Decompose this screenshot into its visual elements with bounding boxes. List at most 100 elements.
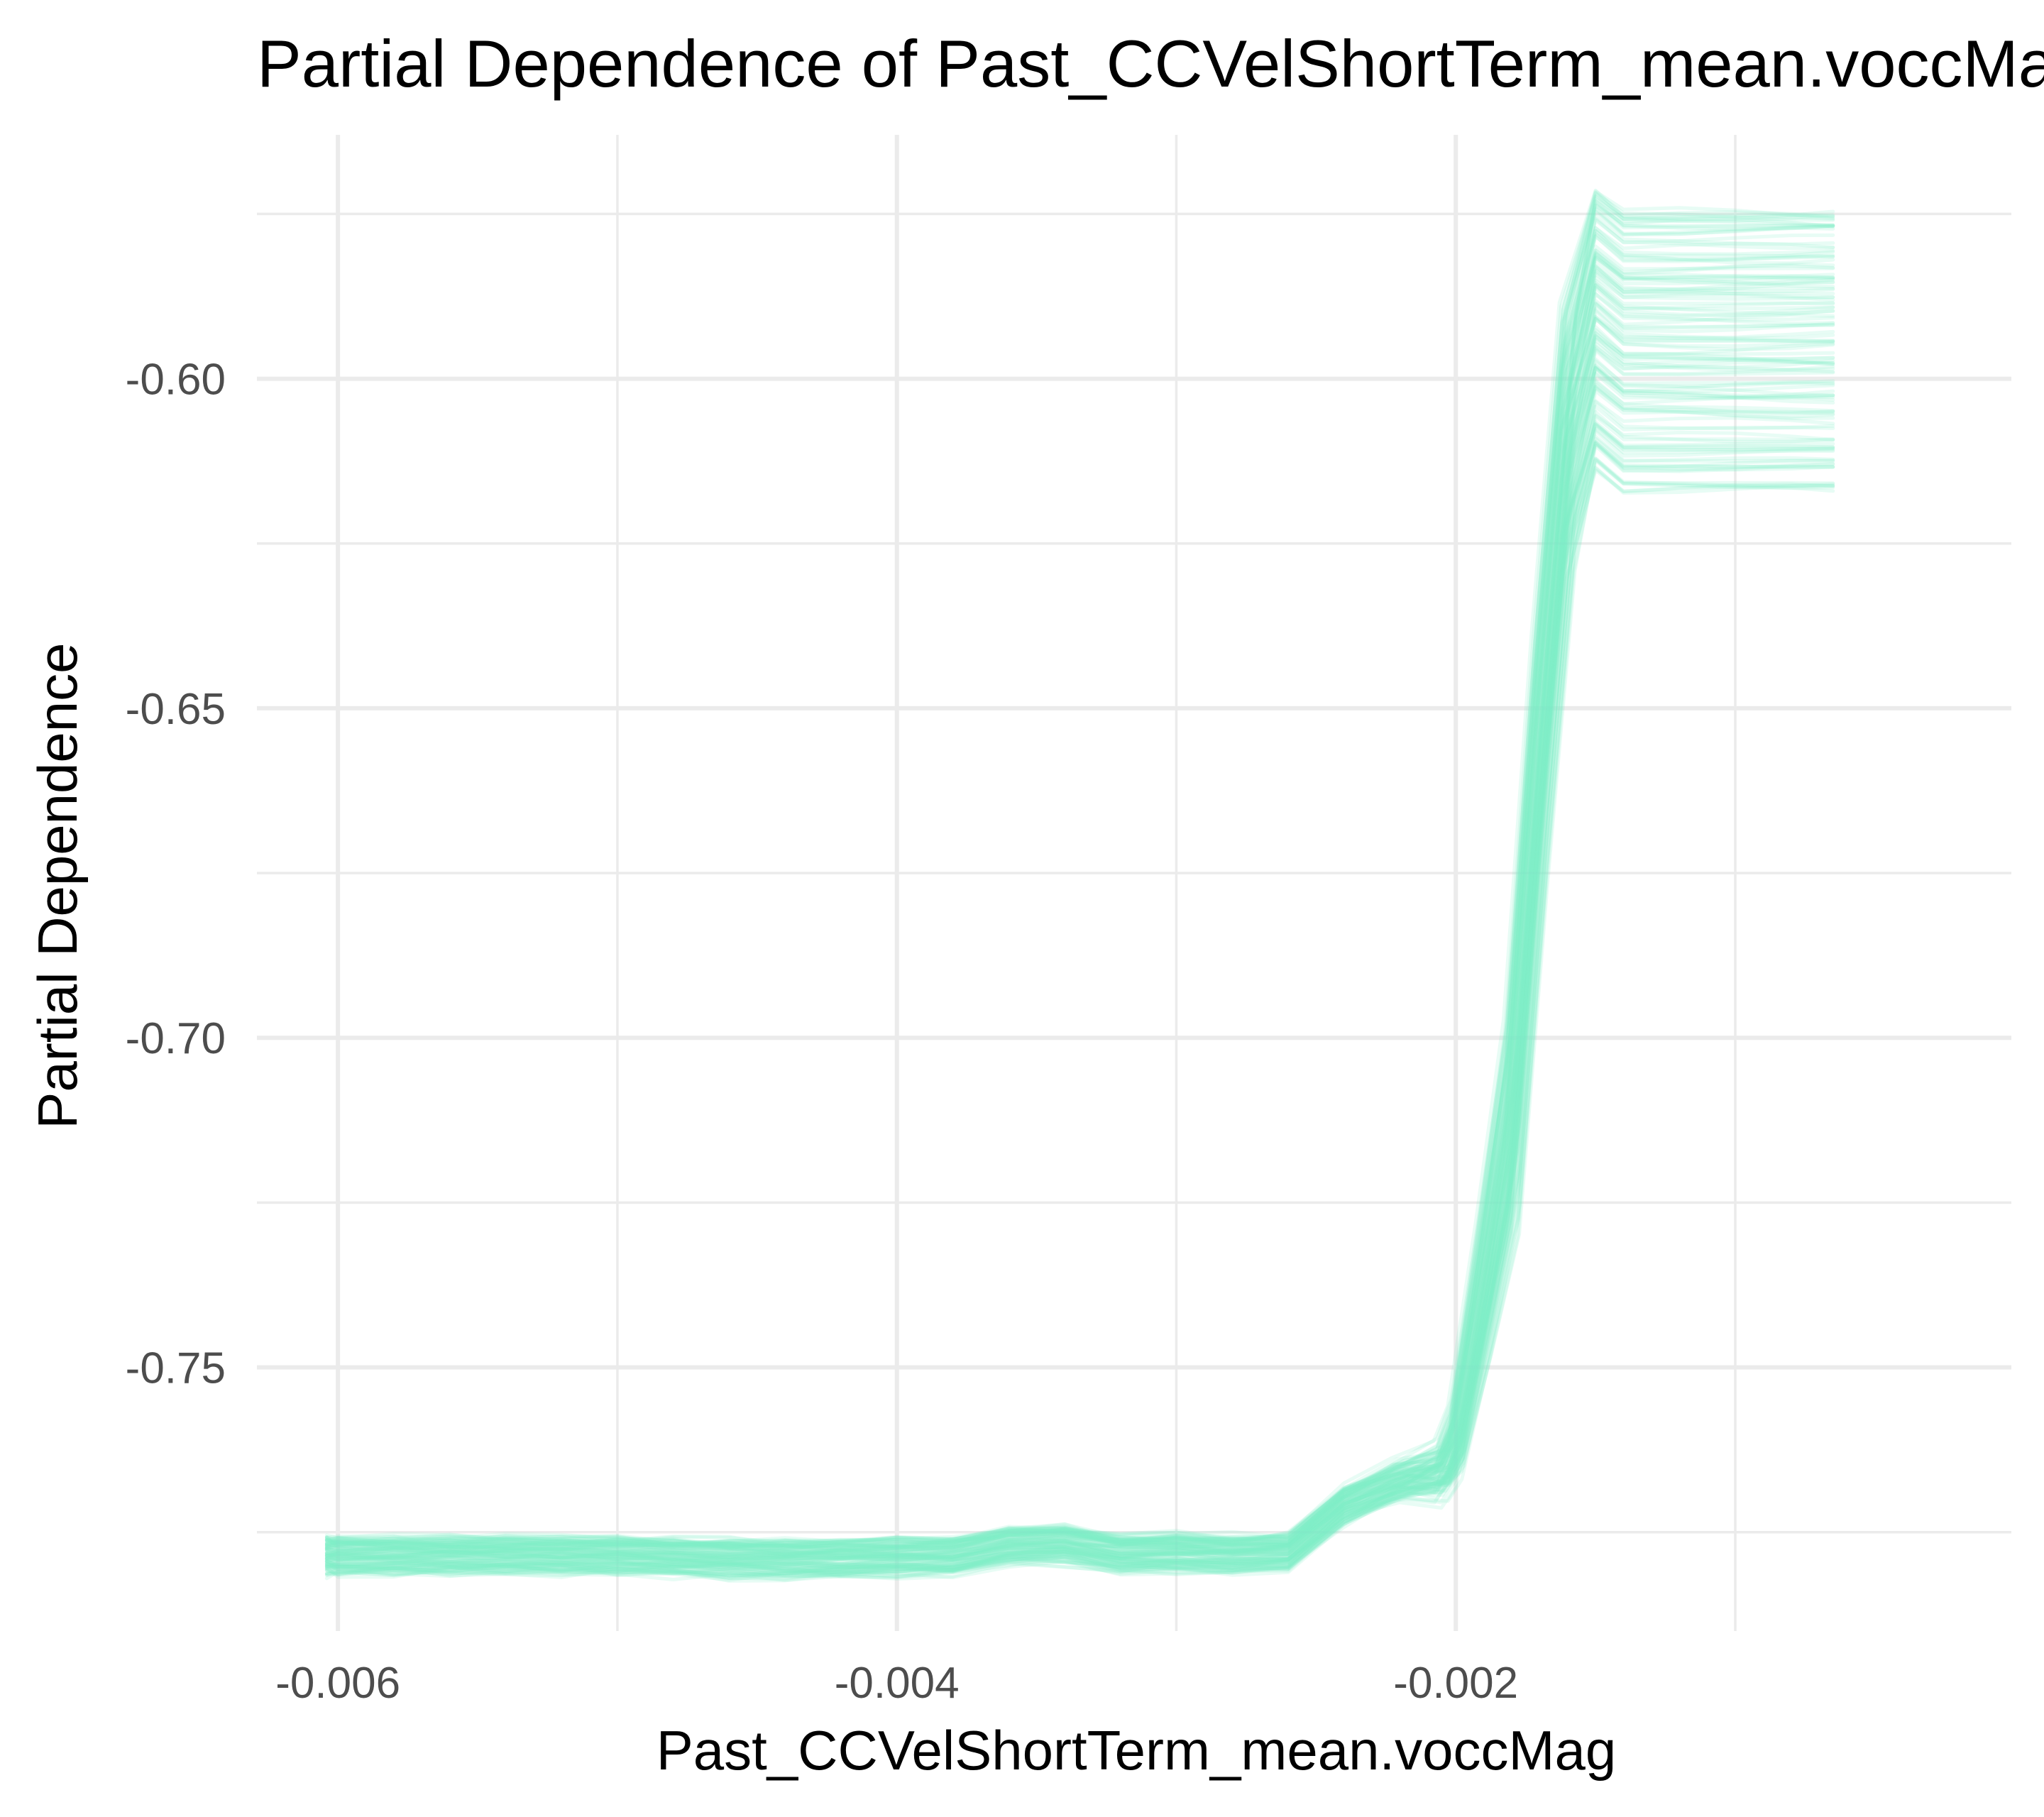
ice-curve-line [324, 441, 1835, 1577]
ice-curve-line [324, 218, 1835, 1574]
ice-curve-line [324, 458, 1835, 1549]
ice-curve-line [324, 299, 1835, 1552]
ice-curve-line [324, 334, 1835, 1578]
y-tick-label: -0.75 [126, 1344, 226, 1393]
ice-curve-line [324, 248, 1835, 1551]
ice-curve-line [324, 197, 1835, 1571]
x-tick-label: -0.002 [1393, 1659, 1518, 1708]
ice-curve-line [324, 210, 1835, 1548]
ice-curve-line [324, 314, 1835, 1575]
ice-curve-line [324, 264, 1835, 1560]
y-tick-label: -0.70 [126, 1014, 226, 1063]
ice-curve-line [324, 256, 1835, 1558]
ice-curve-line [324, 302, 1835, 1557]
ice-curve-line [324, 348, 1835, 1559]
ice-curve-line [324, 317, 1835, 1580]
ice-curve-line [324, 383, 1835, 1551]
ice-curve-line [324, 284, 1835, 1578]
ice-curve-line [324, 301, 1835, 1561]
ice-curve-line [324, 405, 1835, 1564]
y-tick-label: -0.65 [126, 685, 226, 734]
ice-curve-line [324, 466, 1835, 1575]
ice-curve-line [324, 331, 1835, 1551]
ice-curve-line [324, 262, 1835, 1579]
ice-curve-line [324, 385, 1835, 1549]
ice-curve-line [324, 257, 1835, 1566]
ice-curve-line [324, 194, 1835, 1552]
ice-curve-line [324, 427, 1835, 1552]
ice-curve-line [324, 366, 1835, 1550]
ice-curve-line [324, 366, 1835, 1552]
ice-curve-line [324, 365, 1835, 1567]
ice-curve-line [324, 459, 1835, 1554]
ice-curve-line [324, 371, 1835, 1555]
ice-curve-line [324, 346, 1835, 1554]
ice-curve-line [324, 359, 1835, 1554]
ice-curve-line [324, 444, 1835, 1575]
ice-curve-line [324, 226, 1835, 1576]
ice-curve-line [324, 214, 1835, 1576]
ice-curve-line [324, 424, 1835, 1559]
ice-curve-line [324, 420, 1835, 1571]
ice-curve-line [324, 282, 1835, 1561]
ice-curve-line [324, 309, 1835, 1576]
ice-curve-line [324, 386, 1835, 1549]
ice-curve-line [324, 378, 1835, 1557]
ice-curve-line [324, 248, 1835, 1561]
ice-curve-line [324, 188, 1835, 1549]
ice-curve-line [324, 315, 1835, 1560]
ice-curve-line [324, 194, 1835, 1561]
ice-curve-line [324, 316, 1835, 1557]
ice-curve-line [324, 190, 1835, 1579]
ice-curve-line [324, 328, 1835, 1570]
ice-curve-line [324, 439, 1835, 1566]
ice-curve-line [324, 341, 1835, 1579]
ice-curve-line [324, 252, 1835, 1554]
ice-curve-line [324, 440, 1835, 1567]
ice-curve-line [324, 226, 1835, 1550]
ice-curve-line [324, 266, 1835, 1581]
ice-curve-line [324, 456, 1835, 1561]
ice-curve-line [324, 344, 1835, 1549]
ice-curve-line [324, 429, 1835, 1579]
ice-curve-line [324, 292, 1835, 1557]
ice-curve-line [324, 325, 1835, 1555]
ice-curve-line [324, 216, 1835, 1571]
ice-curve-line [324, 441, 1835, 1564]
ice-curve-line [324, 422, 1835, 1564]
ice-curve-line [324, 280, 1835, 1549]
y-axis-ticks: -0.75 -0.70 -0.65 -0.60 [126, 356, 226, 1393]
x-tick-label: -0.004 [835, 1659, 960, 1708]
ice-curve-line [324, 268, 1835, 1571]
ice-curve-line [324, 204, 1835, 1572]
x-tick-label: -0.006 [275, 1659, 400, 1708]
x-axis-ticks: -0.006 -0.004 -0.002 [275, 1659, 1518, 1708]
ice-curve-line [324, 307, 1835, 1577]
ice-curve-line [324, 201, 1835, 1572]
major-gridlines [257, 135, 2011, 1631]
ice-curve-line [324, 372, 1835, 1569]
ice-curve-line [324, 347, 1835, 1559]
ice-curve-line [324, 389, 1835, 1557]
ice-curve-line [324, 199, 1835, 1560]
ice-curve-line [324, 468, 1835, 1547]
ice-curve-line [324, 229, 1835, 1583]
ice-curve-line [324, 302, 1835, 1557]
ice-curve-line [324, 400, 1835, 1578]
ice-curve-line [324, 434, 1835, 1565]
ice-curve-line [324, 234, 1835, 1550]
ice-curve-line [324, 331, 1835, 1553]
ice-curve-line [324, 207, 1835, 1582]
y-axis-title: Partial Dependence [26, 642, 89, 1129]
ice-curve-line [324, 285, 1835, 1564]
x-axis-title: Past_CCVelShortTerm_mean.voccMag [656, 1719, 1617, 1782]
ice-curve-line [324, 271, 1835, 1564]
ice-curve-line [324, 422, 1835, 1561]
ice-curve-line [324, 278, 1835, 1547]
ice-curve-line [324, 441, 1835, 1551]
ice-curve-line [324, 413, 1835, 1572]
ice-curve-line [324, 203, 1835, 1557]
ice-curve-line [324, 251, 1835, 1571]
ice-curve-line [324, 255, 1835, 1547]
